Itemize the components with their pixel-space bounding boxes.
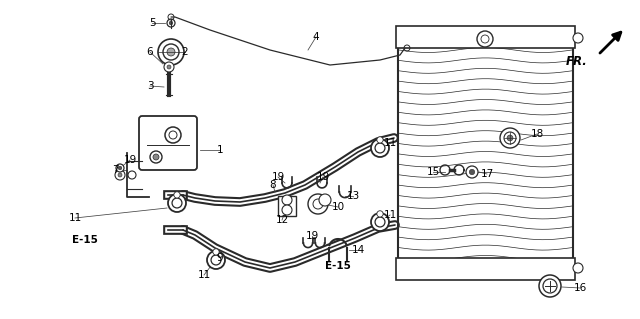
- FancyBboxPatch shape: [139, 116, 197, 170]
- Text: 17: 17: [481, 169, 493, 179]
- Circle shape: [469, 169, 475, 175]
- Text: 19: 19: [124, 155, 136, 165]
- Circle shape: [573, 263, 583, 273]
- Text: 5: 5: [148, 18, 156, 28]
- Text: FR.: FR.: [566, 55, 588, 68]
- Circle shape: [169, 21, 173, 25]
- Circle shape: [150, 151, 162, 163]
- Circle shape: [539, 275, 561, 297]
- Circle shape: [116, 164, 124, 172]
- Circle shape: [164, 62, 174, 72]
- Bar: [278, 196, 296, 216]
- Text: 2: 2: [182, 47, 188, 57]
- Circle shape: [118, 166, 122, 170]
- Bar: [396, 26, 575, 48]
- Text: 19: 19: [271, 172, 285, 182]
- Circle shape: [165, 127, 181, 143]
- Text: E-15: E-15: [72, 235, 98, 245]
- Text: 1: 1: [217, 145, 223, 155]
- Text: 11: 11: [197, 270, 211, 280]
- Text: 10: 10: [332, 202, 344, 212]
- Text: 3: 3: [147, 81, 154, 91]
- Circle shape: [507, 135, 513, 141]
- Text: 13: 13: [346, 191, 360, 201]
- Circle shape: [163, 44, 179, 60]
- Circle shape: [377, 137, 383, 143]
- Text: 11: 11: [383, 210, 397, 220]
- Circle shape: [167, 19, 175, 27]
- Circle shape: [168, 194, 186, 212]
- Circle shape: [500, 128, 520, 148]
- Circle shape: [118, 173, 122, 177]
- Bar: [396, 258, 575, 280]
- Circle shape: [377, 211, 383, 217]
- Circle shape: [282, 205, 292, 215]
- Text: 11: 11: [68, 213, 82, 223]
- Circle shape: [282, 195, 292, 205]
- Text: 19: 19: [305, 231, 319, 241]
- Text: 9: 9: [217, 253, 223, 263]
- Circle shape: [573, 33, 583, 43]
- Circle shape: [167, 65, 171, 69]
- Text: 6: 6: [147, 47, 154, 57]
- Text: 7: 7: [112, 165, 118, 175]
- Circle shape: [466, 166, 478, 178]
- Circle shape: [213, 249, 219, 255]
- Circle shape: [319, 194, 331, 206]
- Circle shape: [174, 192, 180, 198]
- Text: 16: 16: [573, 283, 587, 293]
- Circle shape: [371, 213, 389, 231]
- Text: 11: 11: [383, 138, 397, 148]
- Circle shape: [371, 139, 389, 157]
- Circle shape: [313, 199, 323, 209]
- Text: 14: 14: [351, 245, 365, 255]
- Circle shape: [153, 154, 159, 160]
- Circle shape: [207, 251, 225, 269]
- Text: 12: 12: [275, 215, 289, 225]
- Text: 18: 18: [531, 129, 543, 139]
- Circle shape: [543, 279, 557, 293]
- Circle shape: [308, 194, 328, 214]
- Circle shape: [158, 39, 184, 65]
- Text: E-15: E-15: [325, 261, 351, 271]
- Text: 4: 4: [313, 32, 319, 42]
- Circle shape: [115, 170, 125, 180]
- Text: 8: 8: [269, 180, 276, 190]
- Circle shape: [477, 31, 493, 47]
- Text: 19: 19: [316, 172, 330, 182]
- Text: 15: 15: [426, 167, 440, 177]
- Circle shape: [167, 48, 175, 56]
- Circle shape: [504, 132, 516, 144]
- Text: S2AA80510: S2AA80510: [506, 270, 555, 278]
